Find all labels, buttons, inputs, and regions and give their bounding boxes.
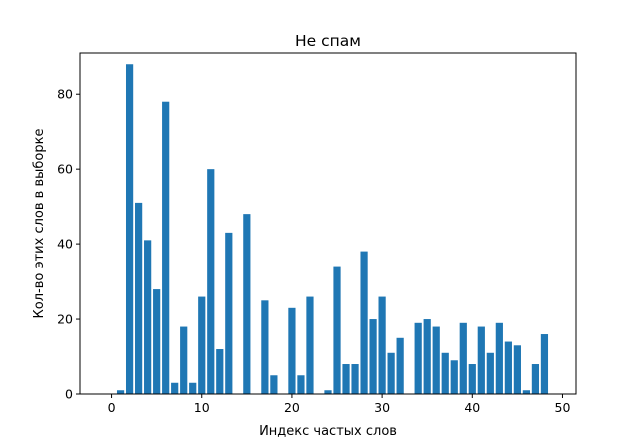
- bar-word-7: [171, 382, 179, 394]
- bar-word-1: [116, 390, 125, 394]
- bar-word-31: [387, 352, 395, 394]
- bar-word-4: [144, 240, 152, 394]
- bar-word-47: [531, 364, 540, 394]
- bar-word-39: [459, 322, 467, 394]
- bar-word-38: [450, 360, 458, 394]
- bar-word-26: [342, 364, 350, 394]
- bar-word-5: [153, 289, 161, 394]
- bar-word-10: [198, 296, 206, 394]
- bar-word-3: [135, 202, 143, 394]
- bar-word-24: [324, 390, 332, 394]
- bar-word-48: [540, 334, 549, 394]
- bar-word-9: [189, 382, 197, 394]
- y-tick-label: 60: [57, 162, 73, 177]
- bar-word-35: [423, 319, 431, 394]
- bar-word-45: [513, 345, 521, 394]
- bar-word-30: [378, 296, 386, 394]
- bar-word-15: [243, 214, 251, 394]
- x-tick-label: 30: [374, 400, 390, 415]
- bar-word-25: [333, 266, 341, 394]
- bar-word-8: [180, 326, 188, 394]
- bar-word-27: [351, 364, 359, 394]
- bar-word-29: [369, 319, 377, 394]
- y-tick-label: 20: [57, 312, 73, 327]
- x-axis-label: Индекс частых слов: [259, 424, 397, 439]
- bar-word-46: [522, 390, 530, 394]
- y-axis: 0 20 40 60 80: [57, 87, 80, 402]
- x-tick-label: 40: [464, 400, 480, 415]
- bar-word-43: [495, 322, 503, 394]
- bar-word-18: [270, 375, 278, 394]
- bar-word-6: [162, 101, 170, 395]
- bar-word-36: [432, 326, 440, 394]
- x-axis: 0 10 20 30 40 50: [108, 394, 571, 415]
- bar-word-37: [441, 352, 449, 394]
- bar-word-2: [125, 64, 134, 395]
- y-tick-label: 0: [65, 387, 73, 402]
- bar-word-41: [477, 326, 485, 394]
- bar-word-20: [288, 307, 296, 394]
- y-axis-label: Кол-во этих слов в выборке: [32, 129, 47, 319]
- bar-word-11: [207, 169, 215, 394]
- x-tick-label: 0: [108, 400, 116, 415]
- bar-word-28: [360, 251, 368, 394]
- bar-word-40: [468, 364, 476, 394]
- bar-word-32: [396, 337, 404, 394]
- bar-word-22: [306, 296, 314, 394]
- bar-word-21: [297, 375, 305, 394]
- bar-word-12: [216, 349, 224, 394]
- y-tick-label: 80: [57, 87, 73, 102]
- bar-word-44: [504, 341, 512, 394]
- bar-word-42: [486, 352, 494, 394]
- x-tick-label: 20: [284, 400, 300, 415]
- bar-series: [116, 64, 549, 395]
- bar-word-13: [225, 232, 233, 394]
- chart-title: Не спам: [295, 32, 361, 50]
- x-tick-label: 50: [555, 400, 571, 415]
- x-tick-label: 10: [194, 400, 210, 415]
- y-tick-label: 40: [57, 237, 73, 252]
- plot-frame: [79, 52, 577, 395]
- bar-word-34: [414, 322, 422, 394]
- bar-word-17: [261, 300, 269, 394]
